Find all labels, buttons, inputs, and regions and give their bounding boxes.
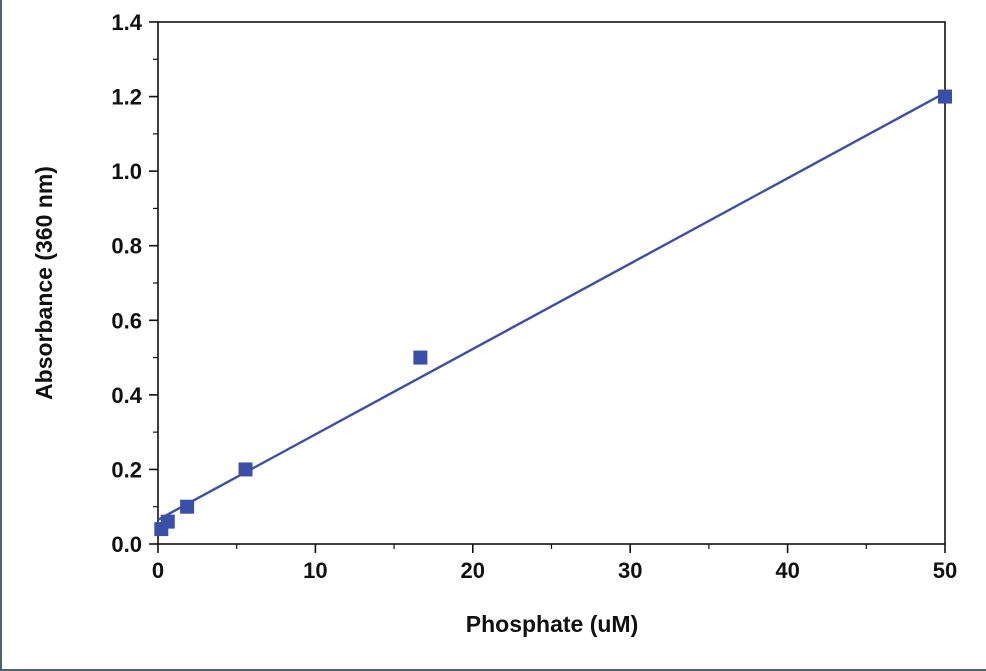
y-tick-label: 0.2 (111, 457, 142, 482)
data-point-square (238, 462, 253, 477)
y-axis-title: Absorbance (360 nm) (31, 166, 57, 400)
plot-border (157, 21, 946, 545)
x-tick-label: 30 (618, 558, 642, 583)
y-tick-label: 0.0 (111, 532, 142, 557)
data-point-square (413, 350, 428, 365)
x-tick-label: 50 (933, 558, 957, 583)
data-point-square (180, 499, 195, 514)
y-tick-label: 0.4 (111, 383, 142, 408)
data-points (154, 89, 952, 537)
fit-line (157, 91, 946, 521)
regression-line (157, 91, 946, 521)
x-axis-title: Phosphate (uM) (466, 611, 639, 637)
data-point-square (938, 89, 952, 104)
x-tick-label: 40 (775, 558, 799, 583)
y-tick-label: 1.2 (111, 85, 142, 110)
y-tick-label: 0.6 (111, 308, 142, 333)
y-tick-label: 1.4 (111, 10, 142, 35)
y-tick-label: 0.8 (111, 234, 142, 259)
ticks: 0 10 20 30 40 50 0.0 0.2 0.4 0.6 0.8 1.0 1.2 1.4 (111, 10, 957, 583)
axes (157, 21, 946, 545)
x-tick-label: 10 (303, 558, 327, 583)
x-tick-label: 0 (152, 558, 164, 583)
x-tick-label: 20 (461, 558, 485, 583)
y-tick-label: 1.0 (111, 159, 142, 184)
data-point-square (160, 514, 175, 529)
